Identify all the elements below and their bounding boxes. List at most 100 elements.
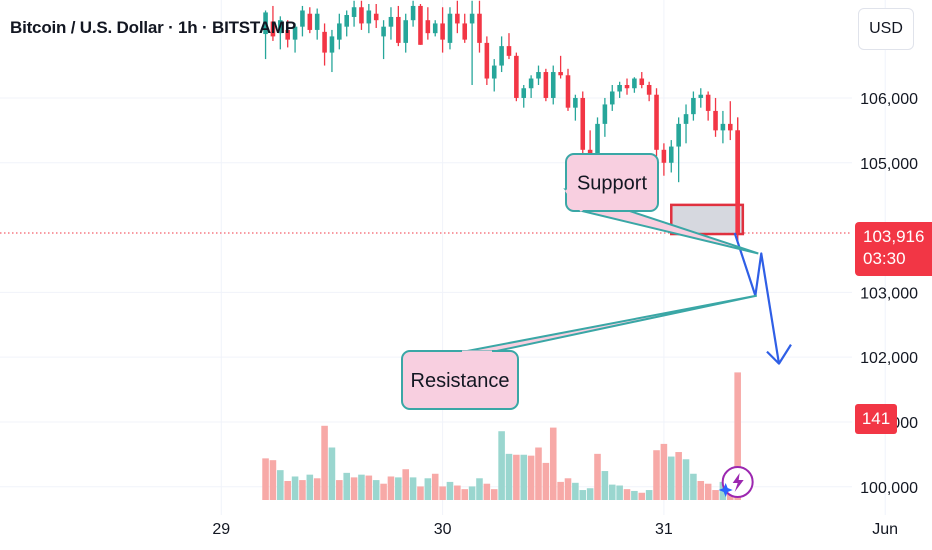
volume-bar-15 xyxy=(372,480,380,500)
volume-bar-57 xyxy=(682,459,690,500)
candle-body-47 xyxy=(609,91,615,105)
currency-button[interactable]: USD xyxy=(858,8,914,50)
x-tick-label-0: 29 xyxy=(212,521,230,538)
candle-body-23 xyxy=(432,23,438,34)
candle-body-59 xyxy=(698,94,704,98)
candle-body-38 xyxy=(543,72,549,98)
volume-bar-56 xyxy=(675,452,682,500)
x-tick-label-3: Jun xyxy=(872,521,898,538)
volume-bar-31 xyxy=(490,489,498,500)
volume-bar-1 xyxy=(269,460,277,500)
volume-bar-36 xyxy=(527,455,535,500)
candle-body-55 xyxy=(668,146,674,163)
candle-body-31 xyxy=(491,65,497,79)
candle-body-7 xyxy=(314,13,320,30)
support-callout-box xyxy=(565,153,659,212)
volume-bar-27 xyxy=(461,489,469,500)
candle-body-41 xyxy=(565,75,571,108)
candle-body-42 xyxy=(573,97,578,108)
volume-bar-38 xyxy=(542,462,550,500)
last-price-tag: 103,916 03:30 xyxy=(855,222,932,276)
volume-bar-32 xyxy=(498,431,505,500)
candle-body-29 xyxy=(477,13,482,43)
support-callout-label: Support xyxy=(577,173,647,195)
forecast-arrowhead xyxy=(766,344,792,365)
candle-body-6 xyxy=(307,13,313,30)
candle-body-18 xyxy=(396,16,401,43)
volume-bar-4 xyxy=(291,476,299,500)
candle-body-32 xyxy=(499,46,504,66)
candle-body-8 xyxy=(322,31,327,53)
candle-body-5 xyxy=(300,10,305,27)
volume-bar-48 xyxy=(616,485,623,500)
candle-body-28 xyxy=(469,13,475,24)
candle-body-49 xyxy=(624,85,630,89)
candle-body-37 xyxy=(536,72,541,79)
volume-bar-64 xyxy=(734,372,741,500)
candle-body-36 xyxy=(528,78,534,89)
volume-bar-9 xyxy=(328,447,336,500)
forecast-arrow-path xyxy=(733,232,781,364)
volume-bar-20 xyxy=(409,477,417,500)
candle-body-54 xyxy=(661,149,667,163)
volume-bar-5 xyxy=(299,480,306,500)
last-price-value: 103,916 xyxy=(863,227,925,246)
candle-body-50 xyxy=(632,78,637,89)
candle-body-1 xyxy=(270,21,276,37)
volume-bar-49 xyxy=(623,489,631,500)
volume-bar-10 xyxy=(336,480,343,500)
candle-body-35 xyxy=(521,88,527,98)
candle-body-11 xyxy=(344,15,349,27)
volume-bar-47 xyxy=(608,484,616,500)
candle-body-27 xyxy=(462,23,468,40)
volume-bar-52 xyxy=(645,490,653,500)
candle-countdown: 03:30 xyxy=(863,249,906,268)
volume-tag: 141 xyxy=(855,404,897,434)
volume-bar-42 xyxy=(572,482,579,500)
candle-body-53 xyxy=(654,94,659,150)
candle-body-3 xyxy=(285,29,290,40)
candle-body-40 xyxy=(558,72,563,76)
candle-body-16 xyxy=(381,26,386,37)
y-tick-label-3: 103,000 xyxy=(860,285,918,302)
volume-bar-3 xyxy=(284,480,291,500)
sparkle-icon xyxy=(718,483,733,497)
y-tick-label-5: 106,000 xyxy=(860,91,918,108)
candle-body-34 xyxy=(514,55,519,98)
volume-bar-53 xyxy=(653,450,660,500)
candle-body-21 xyxy=(418,5,423,45)
volume-bar-30 xyxy=(483,483,491,500)
y-tick-label-0: 100,000 xyxy=(860,480,918,497)
volume-bar-6 xyxy=(306,474,314,500)
volume-bar-61 xyxy=(712,490,719,500)
volume-bar-43 xyxy=(579,490,587,500)
candle-body-63 xyxy=(727,123,733,131)
volume-bar-33 xyxy=(505,453,513,500)
volume-bar-60 xyxy=(704,483,712,500)
candle-body-24 xyxy=(440,23,445,40)
volume-bar-17 xyxy=(387,476,395,500)
candle-body-14 xyxy=(366,10,372,24)
candle-body-51 xyxy=(639,78,645,85)
volume-bar-46 xyxy=(601,471,609,500)
x-tick-label-1: 30 xyxy=(434,521,452,538)
volume-bar-45 xyxy=(594,453,601,500)
volume-bar-19 xyxy=(402,469,410,500)
volume-bar-39 xyxy=(549,427,557,500)
candle-body-20 xyxy=(410,5,416,21)
volume-bar-55 xyxy=(667,456,675,500)
candle-body-57 xyxy=(683,114,689,124)
candle-body-26 xyxy=(455,13,460,24)
volume-bar-28 xyxy=(468,486,476,500)
volume-bar-24 xyxy=(439,486,446,500)
candle-body-9 xyxy=(329,36,335,53)
candle-body-15 xyxy=(373,13,379,21)
candle-body-60 xyxy=(705,94,711,111)
volume-bar-23 xyxy=(431,473,439,500)
candle-body-0 xyxy=(263,12,268,35)
volume-bar-8 xyxy=(321,425,328,500)
candle-body-4 xyxy=(292,26,298,40)
volume-bar-11 xyxy=(343,472,350,500)
